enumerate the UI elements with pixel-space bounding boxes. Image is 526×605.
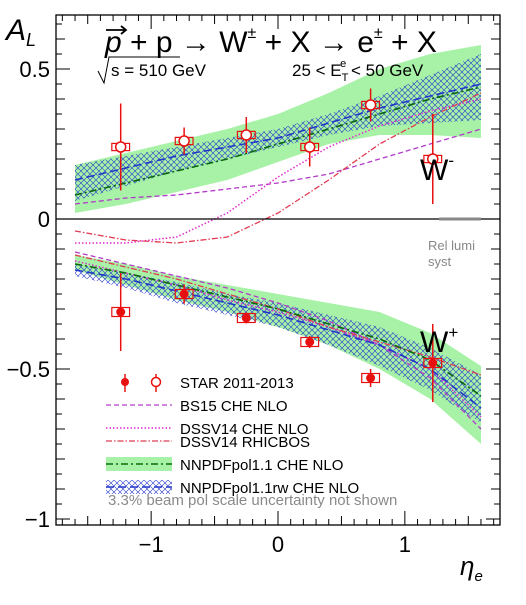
w-plus-label: W+: [420, 323, 458, 359]
rel-lumi-syst-label: syst: [428, 254, 452, 269]
y-tick-label: −0.5: [7, 357, 50, 382]
pol-uncertainty-note: 3.3% beam pol scale uncertainty not show…: [108, 492, 397, 509]
filled-marker: [116, 307, 126, 317]
wplus-rw-curve: [74, 269, 482, 409]
legend-label-nnpdf: NNPDFpol1.1 CHE NLO: [180, 457, 343, 474]
cut-label: 25 < ETe < 50 GeV: [292, 58, 424, 84]
reaction-title: p + p → W± + X → e± + X: [104, 25, 437, 59]
w-minus-data-point: [236, 117, 256, 153]
open-marker: [114, 141, 127, 153]
filled-marker: [366, 373, 376, 383]
open-marker: [427, 153, 439, 165]
w-minus-data-point: [300, 127, 320, 167]
legend-label-rhicbos: DSSV14 RHICBOS: [180, 434, 310, 451]
wplus-rhicbos-curve: [74, 254, 482, 376]
filled-marker: [121, 378, 129, 386]
w-minus-data-point: [423, 114, 443, 204]
wplus-bs15-curve: [74, 251, 482, 430]
axis-ticks: −1 0 1 −1 −0.5 0 0.5: [7, 15, 500, 557]
vector-arrow: [106, 25, 128, 35]
legend-label-bs15: BS15 CHE NLO: [180, 398, 288, 415]
wminus-nnpdf-curve: [74, 86, 482, 196]
open-marker: [303, 141, 316, 153]
filled-marker: [179, 289, 189, 299]
theory-bands: [75, 45, 481, 444]
filled-marker: [241, 313, 251, 323]
wplus-rw-hatched-band: [75, 264, 481, 423]
w-plus-data-point: [300, 336, 320, 348]
y-tick-label: 0: [38, 207, 50, 232]
legend: STAR 2011-2013 BS15 CHE NLO DSSV14 CHE N…: [106, 374, 397, 509]
w-plus-data-point: [236, 312, 256, 324]
w-plus-data-point: [423, 324, 443, 402]
y-axis-label: AL: [4, 14, 36, 50]
sqrt-symbol: [97, 56, 180, 85]
open-marker: [150, 376, 162, 388]
wminus-rw-curve: [74, 83, 482, 181]
wplus-nnpdf-curve: [74, 263, 482, 397]
w-plus-data-point: [174, 284, 194, 304]
filled-marker: [428, 358, 438, 368]
x-tick-label: 0: [272, 532, 284, 557]
x-axis-label: ηe: [460, 551, 483, 585]
legend-label-star: STAR 2011-2013: [180, 375, 294, 392]
y-tick-label: −1: [25, 507, 50, 532]
w-minus-data-point: [361, 88, 381, 122]
star-data-points: [111, 88, 443, 402]
w-plus-data-point: [111, 273, 131, 351]
wminus-rhicbos-curve: [74, 92, 482, 244]
filled-marker: [305, 337, 315, 347]
w-plus-data-point: [361, 369, 381, 387]
legend-swatch-rw-band: [106, 480, 172, 494]
open-marker: [240, 129, 253, 141]
open-marker: [364, 99, 377, 111]
wminus-dssv-curve: [75, 98, 482, 244]
wminus-bs15-curve: [74, 128, 482, 205]
x-tick-label: 1: [399, 532, 411, 557]
wminus-rw-hatched-band: [75, 54, 481, 201]
open-marker: [178, 135, 190, 147]
y-tick-label: 0.5: [19, 57, 50, 82]
x-tick-label: −1: [139, 532, 164, 557]
w-minus-data-point: [111, 103, 131, 191]
energy-label: s = 510 GeV: [111, 61, 207, 80]
rel-lumi-label: Rel lumi: [428, 238, 475, 253]
legend-star-markers: [121, 374, 162, 392]
w-minus-label: W-: [420, 151, 454, 187]
legend-label-rw: NNPDFpol1.1rw CHE NLO: [180, 480, 359, 497]
theory-curves: [74, 83, 482, 430]
legend-label-dssv: DSSV14 CHE NLO: [180, 421, 308, 438]
w-minus-data-point: [174, 127, 194, 155]
